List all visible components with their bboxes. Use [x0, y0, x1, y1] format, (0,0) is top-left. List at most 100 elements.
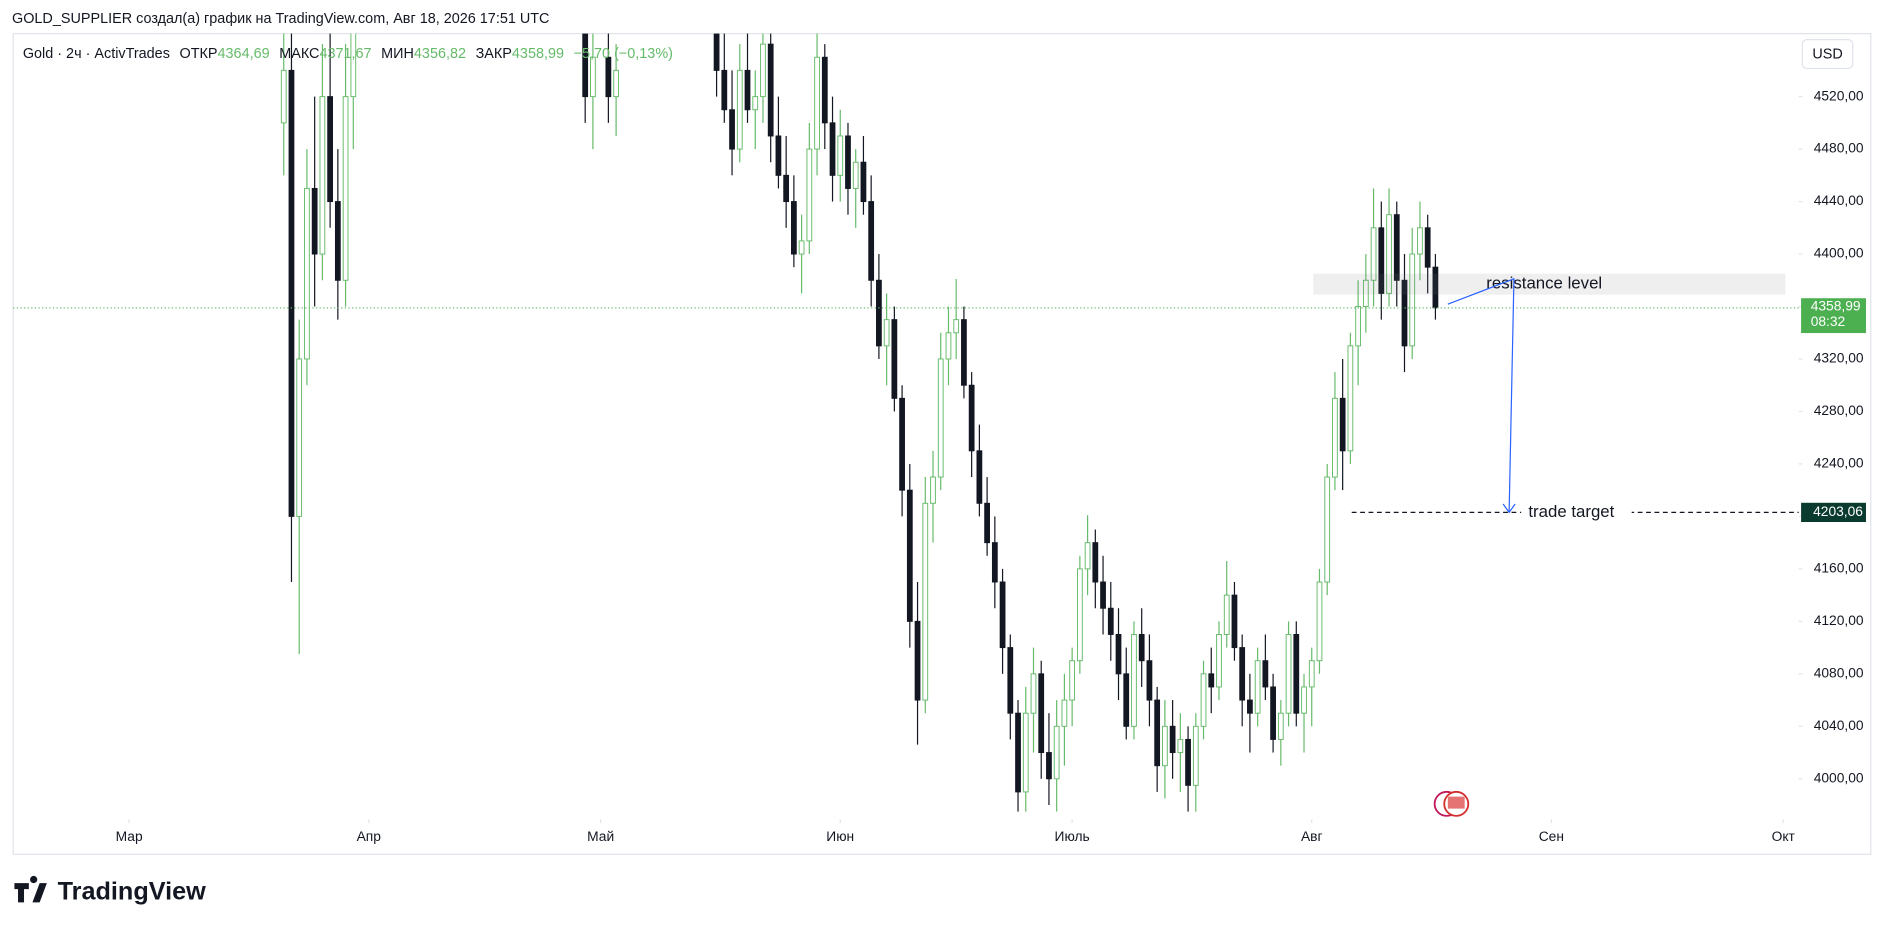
y-tick-label: 4240,00	[1814, 455, 1864, 471]
attribution: GOLD_SUPPLIER создал(а) график на Tradin…	[12, 11, 549, 27]
candle-body	[876, 279, 882, 347]
y-tick-label: 4320,00	[1814, 350, 1864, 366]
candle-body	[304, 187, 310, 360]
candle-body	[1262, 660, 1269, 688]
symbol: Gold · 2ч · ActivTrades	[23, 46, 170, 62]
candle-body	[1393, 214, 1400, 281]
candle-body	[914, 620, 921, 701]
x-tick-label: Май	[587, 828, 614, 844]
candle-body	[783, 174, 790, 203]
candle-body	[1316, 581, 1323, 662]
candle-body	[976, 450, 983, 504]
candle-body	[1308, 660, 1315, 688]
candle-body	[280, 69, 287, 124]
candle-body	[829, 122, 836, 176]
candle-body	[605, 56, 612, 98]
logo-icon	[14, 875, 47, 903]
candle-body	[736, 69, 743, 150]
candle-body	[1131, 633, 1137, 727]
candle-body	[752, 96, 759, 111]
candle-body	[968, 384, 975, 452]
candle-body	[1192, 725, 1199, 786]
candle-body	[1185, 738, 1191, 786]
candle-body	[1223, 594, 1230, 635]
legend-change: −5,70 (−0,13%)	[574, 46, 673, 62]
candle-body	[1293, 633, 1300, 714]
candle-body	[713, 33, 720, 71]
candle-body	[1053, 725, 1060, 780]
target-badge	[1801, 502, 1866, 523]
candle-body	[806, 148, 813, 242]
candle-body	[821, 56, 828, 124]
candle-body	[1301, 686, 1307, 714]
candle-body	[721, 69, 728, 111]
candle-body	[1239, 647, 1246, 701]
x-tick-label: Авг	[1301, 828, 1323, 844]
candle-body	[1076, 568, 1083, 662]
logo: TradingView	[14, 875, 206, 905]
candle-body	[1177, 738, 1184, 754]
x-tick-label: Июль	[1055, 828, 1090, 844]
candle-body	[906, 489, 913, 622]
y-tick-label: 4120,00	[1814, 612, 1864, 628]
x-tick-label: Окт	[1772, 828, 1796, 844]
target-label-bg	[1521, 501, 1632, 524]
last-price-label: 4358,99	[1811, 297, 1861, 313]
last-price-badge	[1801, 298, 1866, 334]
target-price-label: 4203,06	[1813, 503, 1863, 519]
candle-body	[1123, 673, 1130, 727]
candle-body	[837, 135, 844, 176]
candle-body	[814, 56, 820, 150]
candle-body	[342, 96, 349, 281]
candles	[280, 33, 1439, 812]
candle-body	[1046, 752, 1052, 780]
y-tick-label: 4000,00	[1814, 769, 1864, 785]
candle-body	[1362, 279, 1369, 307]
candle-body	[991, 542, 998, 583]
candle-body	[1138, 633, 1145, 662]
currency-label[interactable]: USD	[1812, 46, 1842, 62]
target-label: trade target	[1528, 502, 1614, 521]
candle-body	[319, 96, 326, 255]
candle-body	[296, 358, 303, 517]
legend-value: 4356,82	[414, 46, 466, 62]
flag-icons	[1433, 790, 1470, 817]
candle-body	[1347, 345, 1354, 452]
x-tick-label: Июн	[826, 828, 854, 844]
candle-body	[1169, 725, 1176, 754]
candle-body	[899, 397, 905, 491]
candle-body	[868, 201, 875, 281]
candle-body	[845, 135, 851, 189]
candle-body	[334, 201, 341, 281]
arrow-head	[1502, 503, 1516, 514]
candle-body	[613, 69, 619, 98]
candle-body	[1378, 227, 1385, 294]
candle-body	[1355, 306, 1362, 347]
candle-body	[1324, 476, 1331, 583]
candle-body	[350, 33, 357, 98]
y-tick-label: 4480,00	[1814, 140, 1864, 156]
y-tick-label: 4440,00	[1814, 192, 1864, 208]
candle-body	[1069, 660, 1076, 701]
candle-body	[1424, 227, 1431, 268]
candle-body	[937, 358, 944, 478]
candle-body	[1285, 633, 1292, 714]
currency-button[interactable]	[1801, 39, 1854, 70]
resistance-zone	[1313, 273, 1786, 295]
candle-body	[1401, 279, 1408, 347]
candle-body	[1270, 686, 1276, 740]
candle-body	[798, 240, 805, 255]
candle-body	[999, 581, 1006, 649]
candle-body	[953, 319, 960, 334]
candle-body	[984, 502, 990, 544]
candle-body	[1100, 581, 1106, 609]
resistance-label: resistance level	[1486, 274, 1602, 293]
y-tick-label: 4080,00	[1814, 664, 1864, 680]
candle-body	[1146, 660, 1153, 701]
candle-body	[1432, 266, 1439, 309]
legend: Gold · 2ч · ActivTrades ОТКР4364,69 МАКС43…	[23, 46, 673, 62]
candle-body	[1216, 633, 1222, 688]
candle-body	[311, 187, 318, 255]
candle-body	[729, 109, 735, 150]
